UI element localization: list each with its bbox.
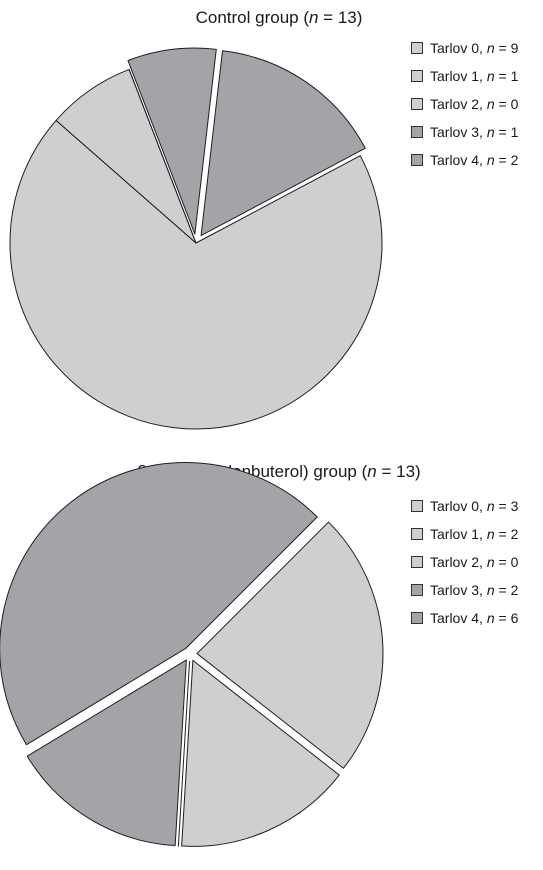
control-pie: [9, 47, 383, 430]
pie-slice-tarlov-2: [177, 660, 191, 847]
legend: Tarlov 0, n = 9 Tarlov 1, n = 1 Tarlov 2…: [411, 38, 518, 178]
legend-item-tarlov-2: Tarlov 2, n = 0: [411, 94, 518, 122]
legend-swatch: [411, 500, 423, 512]
legend-item-tarlov-4: Tarlov 4, n = 2: [411, 150, 518, 178]
pie-slice-tarlov-0: [9, 119, 383, 430]
legend-item-tarlov-2: Tarlov 2, n = 0: [411, 552, 518, 580]
legend-item-tarlov-3: Tarlov 3, n = 2: [411, 580, 518, 608]
agonist-group-chart: β-Agonist (clenbuterol) group (n = 13) T…: [0, 448, 543, 870]
legend-item-tarlov-1: Tarlov 1, n = 2: [411, 524, 518, 552]
legend-item-tarlov-1: Tarlov 1, n = 1: [411, 66, 518, 94]
pie-slice-tarlov-2: [128, 69, 197, 244]
pie-slice-tarlov-4: [0, 462, 318, 746]
pie-slice-tarlov-0: [196, 521, 384, 769]
legend-item-tarlov-3: Tarlov 3, n = 1: [411, 122, 518, 150]
agonist-pie: [0, 462, 384, 847]
legend-item-tarlov-4: Tarlov 4, n = 6: [411, 608, 518, 636]
pie-slice-tarlov-1: [181, 659, 340, 847]
legend-item-tarlov-0: Tarlov 0, n = 9: [411, 38, 518, 66]
legend-swatch: [411, 154, 423, 166]
legend-swatch: [411, 42, 423, 54]
pie-slice-tarlov-3: [26, 659, 187, 847]
legend-swatch: [411, 584, 423, 596]
pie-slice-tarlov-3: [127, 47, 217, 235]
legend-item-tarlov-0: Tarlov 0, n = 3: [411, 496, 518, 524]
legend: Tarlov 0, n = 3 Tarlov 1, n = 2 Tarlov 2…: [411, 496, 518, 636]
legend-swatch: [411, 556, 423, 568]
legend-swatch: [411, 528, 423, 540]
control-group-chart: Control group (n = 13) Tarlov 0, n = 9 T…: [9, 8, 518, 430]
chart-title: Control group (n = 13): [195, 8, 363, 27]
legend-swatch: [411, 70, 423, 82]
legend-swatch: [411, 612, 423, 624]
legend-swatch: [411, 98, 423, 110]
pie-slice-tarlov-4: [200, 50, 366, 237]
legend-swatch: [411, 126, 423, 138]
